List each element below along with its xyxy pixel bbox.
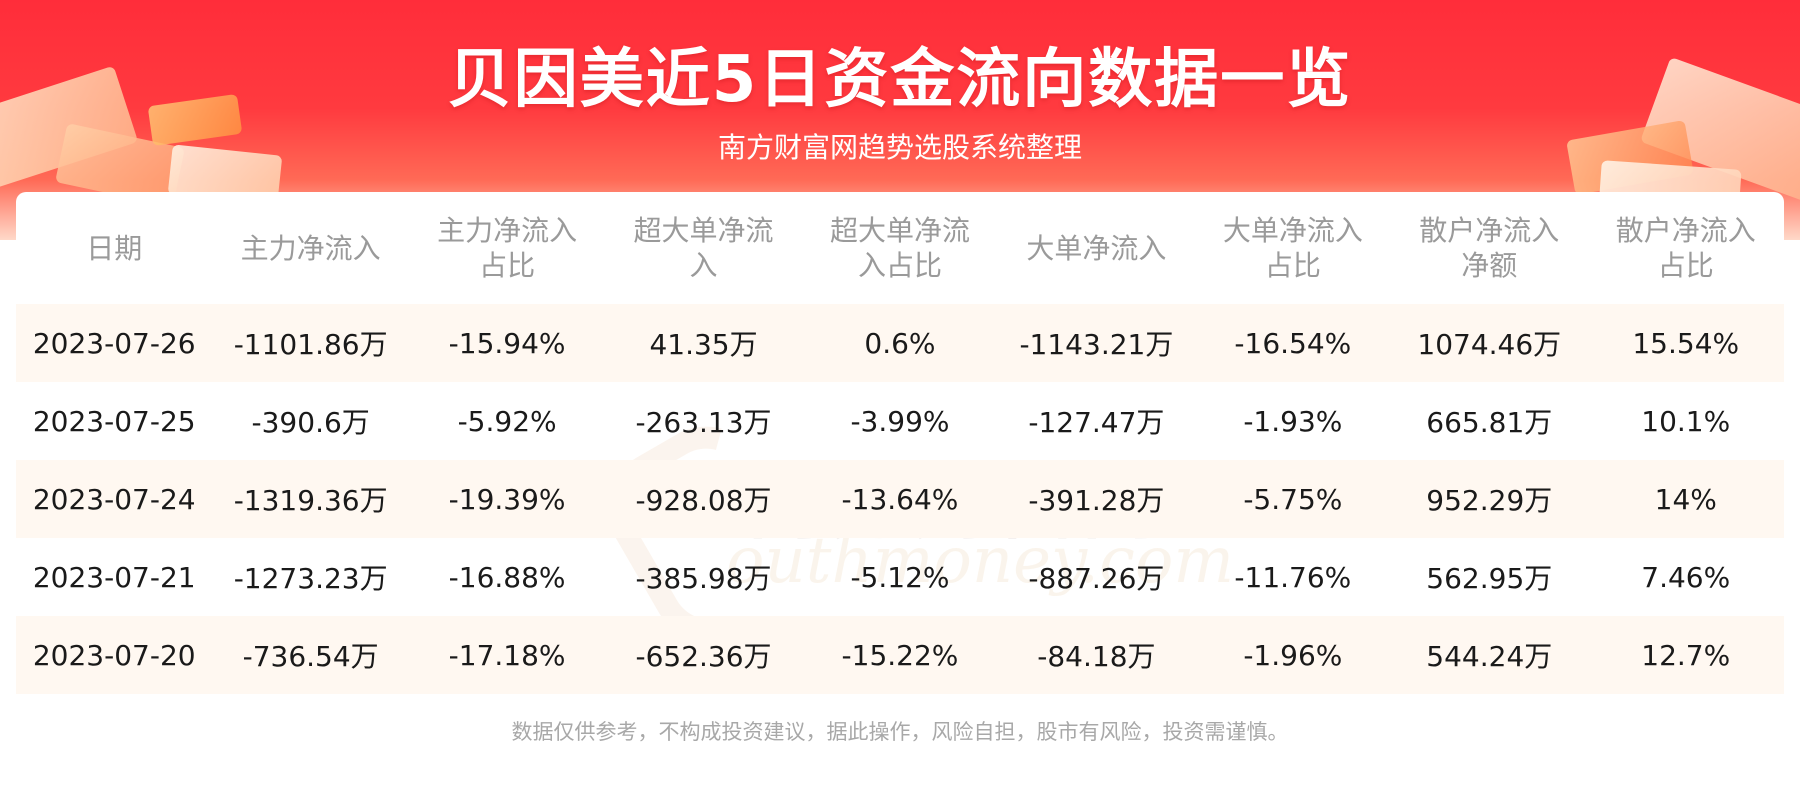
table-cell: -19.39% xyxy=(408,460,606,538)
table-body: 2023-07-26 -1101.86万 -15.94% 41.35万 0.6% -114… xyxy=(16,304,1784,694)
table-cell: -1.93% xyxy=(1243,404,1343,438)
table-cell: 952.29万 xyxy=(1391,460,1588,538)
table-cell: -11.76% xyxy=(1234,560,1352,594)
table-cell: -1101.86万 xyxy=(212,304,409,382)
table-row: 2023-07-26 -1101.86万 -15.94% 41.35万 0.6% -114… xyxy=(16,304,1784,382)
table-cell: 41.35万 xyxy=(605,304,802,382)
table-cell: -1319.36万 xyxy=(212,460,409,538)
table-cell: 14% xyxy=(1587,460,1784,538)
table-row: 2023-07-24 -1319.36万 -19.39% -928.08万 -13.64… xyxy=(16,460,1784,538)
table-cell: 12.7% xyxy=(1587,616,1784,694)
table-cell: -652.36万 xyxy=(605,616,802,694)
column-header: 大单净流入 xyxy=(1026,231,1167,265)
table-cell: 2023-07-21 xyxy=(32,560,196,594)
column-header: 日期 xyxy=(86,231,143,265)
column-header: 超大单净流 入占比 xyxy=(829,214,970,282)
column-header: 散户净流入 净额 xyxy=(1419,214,1560,282)
table-cell: -887.26万 xyxy=(1028,562,1165,595)
table-cell: -127.47万 xyxy=(1028,406,1165,439)
table-cell: -16.88% xyxy=(448,560,566,594)
table-cell: -385.98万 xyxy=(635,562,772,595)
table-cell: -5.12% xyxy=(850,560,950,594)
table-cell: -5.92% xyxy=(457,404,557,438)
table-cell: -3.99% xyxy=(850,404,950,438)
fund-flow-table: 日期 主力净流入 主力净流入 占比 超大单净流入超大单净流 入占比 大单净流入 大单净流入 占比… xyxy=(16,192,1784,694)
table-row: 2023-07-25 -390.6万 -5.92% -263.13万 -3.99% -12… xyxy=(16,382,1784,460)
table-cell: -84.18万 xyxy=(998,616,1195,694)
table-header-row: 日期 主力净流入 主力净流入 占比 超大单净流入超大单净流 入占比 大单净流入 大单净流入 占比… xyxy=(16,192,1784,304)
table-cell: 2023-07-25 xyxy=(32,404,196,438)
table-cell: -5.75% xyxy=(1194,460,1392,538)
table-cell: 15.54% xyxy=(1587,304,1784,382)
table-cell: 2023-07-20 xyxy=(16,616,213,694)
column-header: 主力净流入 占比 xyxy=(437,214,578,282)
table-cell: 2023-07-26 xyxy=(16,304,213,382)
disclaimer: 数据仅供参考，不构成投资建议，据此操作，风险自担，股市有风险，投资需谨慎。 xyxy=(511,720,1289,744)
table-cell: 562.95万 xyxy=(1426,562,1553,595)
column-header: 大单净流入 占比 xyxy=(1222,214,1363,282)
table-cell: 2023-07-24 xyxy=(16,460,213,538)
table-row: 2023-07-21 -1273.23万 -16.88% -385.98万 -5.12%… xyxy=(16,538,1784,616)
table-cell: -15.22% xyxy=(801,616,999,694)
table-cell: -928.08万 xyxy=(605,460,802,538)
table-cell: 665.81万 xyxy=(1426,406,1553,439)
table-cell: -1143.21万 xyxy=(998,304,1195,382)
table-cell: 0.6% xyxy=(801,304,999,382)
table-cell: -263.13万 xyxy=(635,406,772,439)
table-row: 2023-07-20 -736.54万 -17.18% -652.36万 -15.22%… xyxy=(16,616,1784,694)
page-subtitle: 南方财富网趋势选股系统整理 xyxy=(717,131,1082,164)
column-header: 超大单净流入 xyxy=(633,214,774,282)
table-cell: 544.24万 xyxy=(1391,616,1588,694)
page-title: 贝因美近5日资金流向数据一览 xyxy=(447,43,1353,117)
table-cell: -16.54% xyxy=(1194,304,1392,382)
column-header: 主力净流入 xyxy=(240,231,381,265)
table-cell: -15.94% xyxy=(408,304,606,382)
column-header: 散户净流入 占比 xyxy=(1615,214,1756,282)
table-cell: -17.18% xyxy=(408,616,606,694)
table-cell: -391.28万 xyxy=(998,460,1195,538)
table-cell: -1.96% xyxy=(1194,616,1392,694)
table-cell: 10.1% xyxy=(1641,404,1731,438)
table-cell: -1273.23万 xyxy=(233,562,388,595)
table-cell: -13.64% xyxy=(801,460,999,538)
table-cell: 1074.46万 xyxy=(1391,304,1588,382)
table-cell: -390.6万 xyxy=(251,406,370,439)
table-cell: 7.46% xyxy=(1641,560,1731,594)
data-card: 南方财富网 outhmoney.com 日期主力净流入主力净流入占比超大单净流入… xyxy=(16,192,1784,694)
table-cell: -736.54万 xyxy=(212,616,409,694)
